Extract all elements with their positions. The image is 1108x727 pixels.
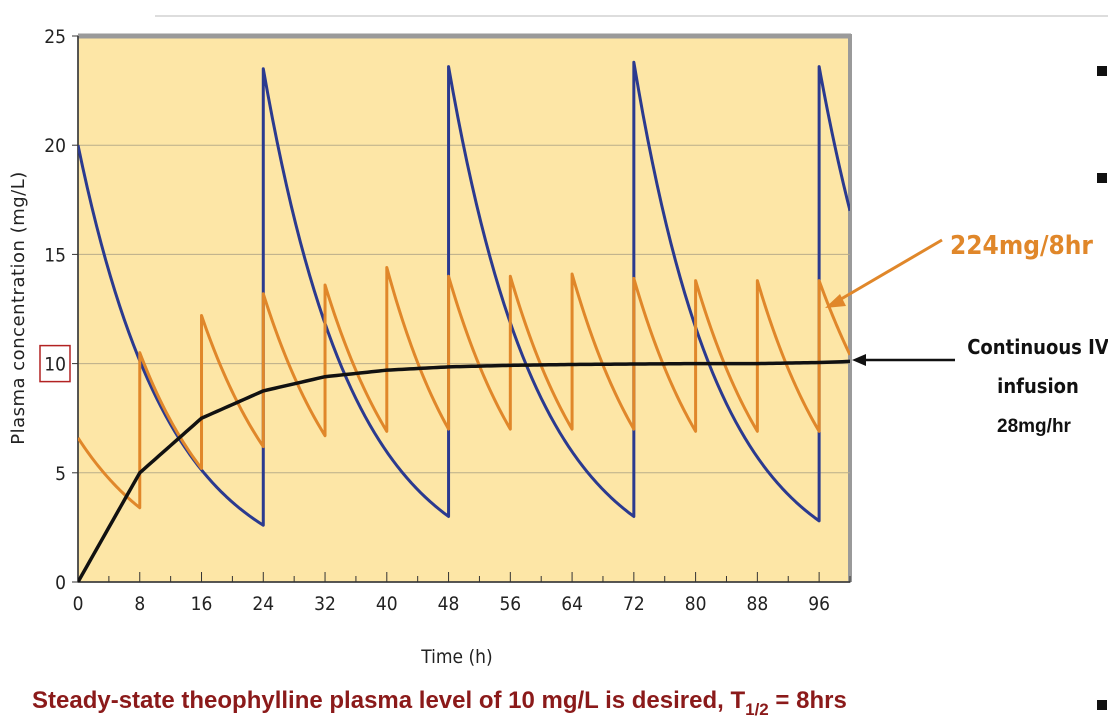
x-tick-label: 80 [685,593,707,615]
caption-main: Steady-state theophylline plasma level o… [32,687,745,714]
x-tick-label: 96 [808,593,830,615]
y-tick-label: 25 [44,26,66,48]
tick-labels: 0 5 10 15 20 25 0 8 16 24 32 40 48 56 64 72 80 88 96 [44,26,830,615]
caption-tail: = 8hrs [769,687,847,714]
y-tick-label: 20 [44,135,66,157]
x-tick-label: 16 [191,593,213,615]
x-tick-label: 0 [73,593,84,615]
y-tick-10-highlight [39,344,71,383]
y-axis-label: Plasma concentration (mg/L) [8,171,29,445]
caption: Steady-state theophylline plasma level o… [32,687,847,719]
intermittent-dose-label: 224mg/8hr [950,231,1093,261]
bullet-marker [1097,173,1107,183]
series-layer [78,60,850,582]
infusion-label-line1: Continuous IV [967,335,1108,359]
y-tick-label: 10 [44,354,66,376]
x-axis-label: Time (h) [420,646,492,668]
plot-background [77,35,851,583]
series-infusion-line [78,359,850,582]
x-tick-label: 40 [376,593,398,615]
x-tick-label: 64 [561,593,583,615]
x-tick-label: 24 [252,593,274,615]
infusion-label-line3: 28mg/hr [997,416,1072,437]
bullet-marker [1097,66,1107,76]
x-tick-label: 56 [499,593,521,615]
caption-subscript: 1/2 [745,700,769,719]
bullet-marker [1097,700,1107,710]
intermittent-arrow-head [825,294,846,308]
infusion-arrow-head [852,354,866,366]
x-tick-label: 8 [134,593,145,615]
y-tick-label: 15 [44,244,66,266]
x-tick-label: 72 [623,593,645,615]
axes [72,35,851,583]
y-tick-label: 5 [55,463,66,485]
series-blue-line [78,60,850,527]
x-tick-label: 48 [438,593,460,615]
x-tick-label: 32 [314,593,336,615]
intermittent-arrow-line [835,238,943,304]
y-tick-label: 0 [55,572,66,594]
infusion-label-line2: infusion [997,374,1079,398]
x-tick-label: 88 [746,593,768,615]
